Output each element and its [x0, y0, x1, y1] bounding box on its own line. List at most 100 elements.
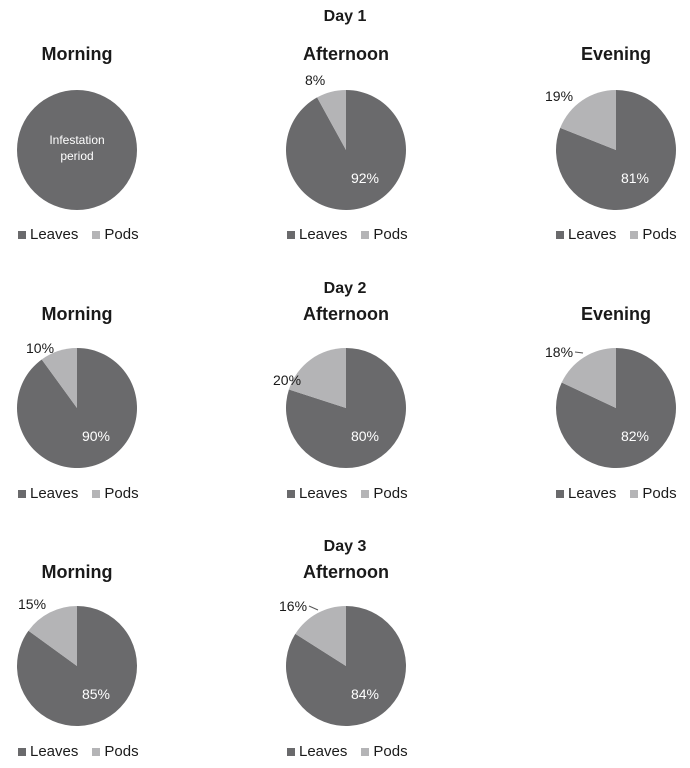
pie-center-text: Infestation [49, 133, 104, 147]
legend-entry-leaves: Leaves [556, 485, 616, 502]
legend-swatch-leaves [18, 489, 26, 498]
legend-label-leaves: Leaves [30, 743, 79, 760]
pie-slice-pods [560, 90, 616, 150]
legend-entry-pods: Pods [630, 485, 677, 502]
pie-title: Morning [41, 562, 113, 582]
pie-title: Afternoon [303, 304, 389, 324]
data-label-pods: 20% [273, 372, 302, 388]
legend-label-leaves: Leaves [30, 485, 79, 502]
data-label-leaves: 85% [82, 686, 110, 702]
legend-label-pods: Pods [373, 226, 408, 243]
legend-swatch-leaves [287, 489, 295, 498]
legend-label-leaves: Leaves [299, 743, 348, 760]
pie-chart: 85% [16, 606, 138, 726]
legend-entry-pods: Pods [361, 226, 408, 243]
legend: Leaves Pods [556, 226, 690, 243]
data-label-leaves: 80% [351, 428, 379, 444]
pie-title: Morning [41, 304, 113, 324]
data-label-pods: 10% [26, 340, 55, 356]
pie-title: Afternoon [303, 562, 389, 582]
legend-entry-leaves: Leaves [18, 743, 78, 760]
legend: Leaves Pods [18, 226, 153, 243]
legend-entry-pods: Pods [361, 485, 408, 502]
day-title: Day 3 [323, 538, 367, 555]
pie-slice-pods [561, 348, 616, 408]
legend-swatch-pods [92, 747, 101, 756]
pie-slice-pods [28, 606, 77, 666]
pie-slice-pods [288, 348, 346, 408]
legend-entry-leaves: Leaves [18, 226, 78, 243]
legend-swatch-leaves [556, 230, 564, 239]
legend: Leaves Pods [556, 485, 690, 502]
legend-swatch-pods [361, 489, 370, 498]
pie-slice-pods [41, 348, 77, 408]
legend-swatch-pods [361, 230, 370, 239]
pie-chart: 82% [556, 348, 676, 468]
legend-swatch-pods [361, 747, 370, 756]
legend-label-pods: Pods [373, 485, 408, 502]
legend-swatch-leaves [287, 230, 295, 239]
data-label-pods: 8% [305, 72, 326, 88]
legend-label-leaves: Leaves [299, 226, 348, 243]
day-title: Day 1 [323, 8, 367, 25]
legend: Leaves Pods [18, 485, 153, 502]
legend-entry-pods: Pods [92, 743, 139, 760]
pie-chart: 80% [286, 348, 406, 468]
legend-swatch-pods [630, 489, 639, 498]
legend: Leaves Pods [287, 743, 422, 760]
legend-label-pods: Pods [373, 743, 408, 760]
day-title: Day 2 [323, 280, 367, 297]
legend-label-pods: Pods [104, 743, 139, 760]
legend-label-leaves: Leaves [568, 226, 617, 243]
legend-swatch-leaves [287, 747, 295, 756]
legend-label-pods: Pods [104, 226, 139, 243]
legend-swatch-pods [92, 230, 101, 239]
legend-label-leaves: Leaves [568, 485, 617, 502]
data-label-leaves: 82% [621, 428, 649, 444]
pie-slice-pods [317, 90, 346, 150]
pie-chart: 90% [16, 348, 137, 468]
data-label-pods: 16% [279, 598, 308, 614]
data-label-leaves: 92% [351, 170, 379, 186]
pie-title: Evening [580, 304, 651, 324]
legend-entry-leaves: Leaves [287, 226, 347, 243]
legend-label-leaves: Leaves [30, 226, 79, 243]
legend: Leaves Pods [287, 485, 422, 502]
legend: Leaves Pods [287, 226, 422, 243]
pie-slice-pods [295, 606, 346, 666]
legend-swatch-pods [92, 489, 101, 498]
legend-label-pods: Pods [642, 226, 677, 243]
data-label-pods: 15% [18, 596, 47, 612]
legend: Leaves Pods [18, 743, 153, 760]
legend-entry-pods: Pods [361, 743, 408, 760]
legend-swatch-leaves [18, 230, 26, 239]
pie-title: Morning [41, 44, 113, 64]
pie-title: Afternoon [303, 44, 389, 64]
pie-title: Evening [580, 44, 651, 64]
legend-entry-pods: Pods [92, 226, 139, 243]
data-label-pods: 18% [545, 344, 574, 360]
pie-chart: Infestation period [17, 90, 137, 210]
legend-entry-leaves: Leaves [18, 485, 78, 502]
data-label-pods: 19% [545, 88, 574, 104]
legend-label-leaves: Leaves [299, 485, 348, 502]
legend-entry-pods: Pods [630, 226, 677, 243]
pie-slice-leaves [17, 90, 137, 210]
legend-swatch-leaves [18, 747, 26, 756]
legend-swatch-leaves [556, 489, 564, 498]
data-label-leaves: 81% [621, 170, 649, 186]
legend-entry-leaves: Leaves [556, 226, 616, 243]
legend-swatch-pods [630, 230, 639, 239]
legend-entry-leaves: Leaves [287, 743, 347, 760]
data-label-leaves: 84% [351, 686, 379, 702]
legend-entry-leaves: Leaves [287, 485, 347, 502]
data-label-leaves: 90% [82, 428, 110, 444]
pie-chart: 84% [286, 606, 406, 726]
pie-chart: 81% [556, 90, 676, 210]
legend-entry-pods: Pods [92, 485, 139, 502]
legend-label-pods: Pods [642, 485, 677, 502]
legend-label-pods: Pods [104, 485, 139, 502]
